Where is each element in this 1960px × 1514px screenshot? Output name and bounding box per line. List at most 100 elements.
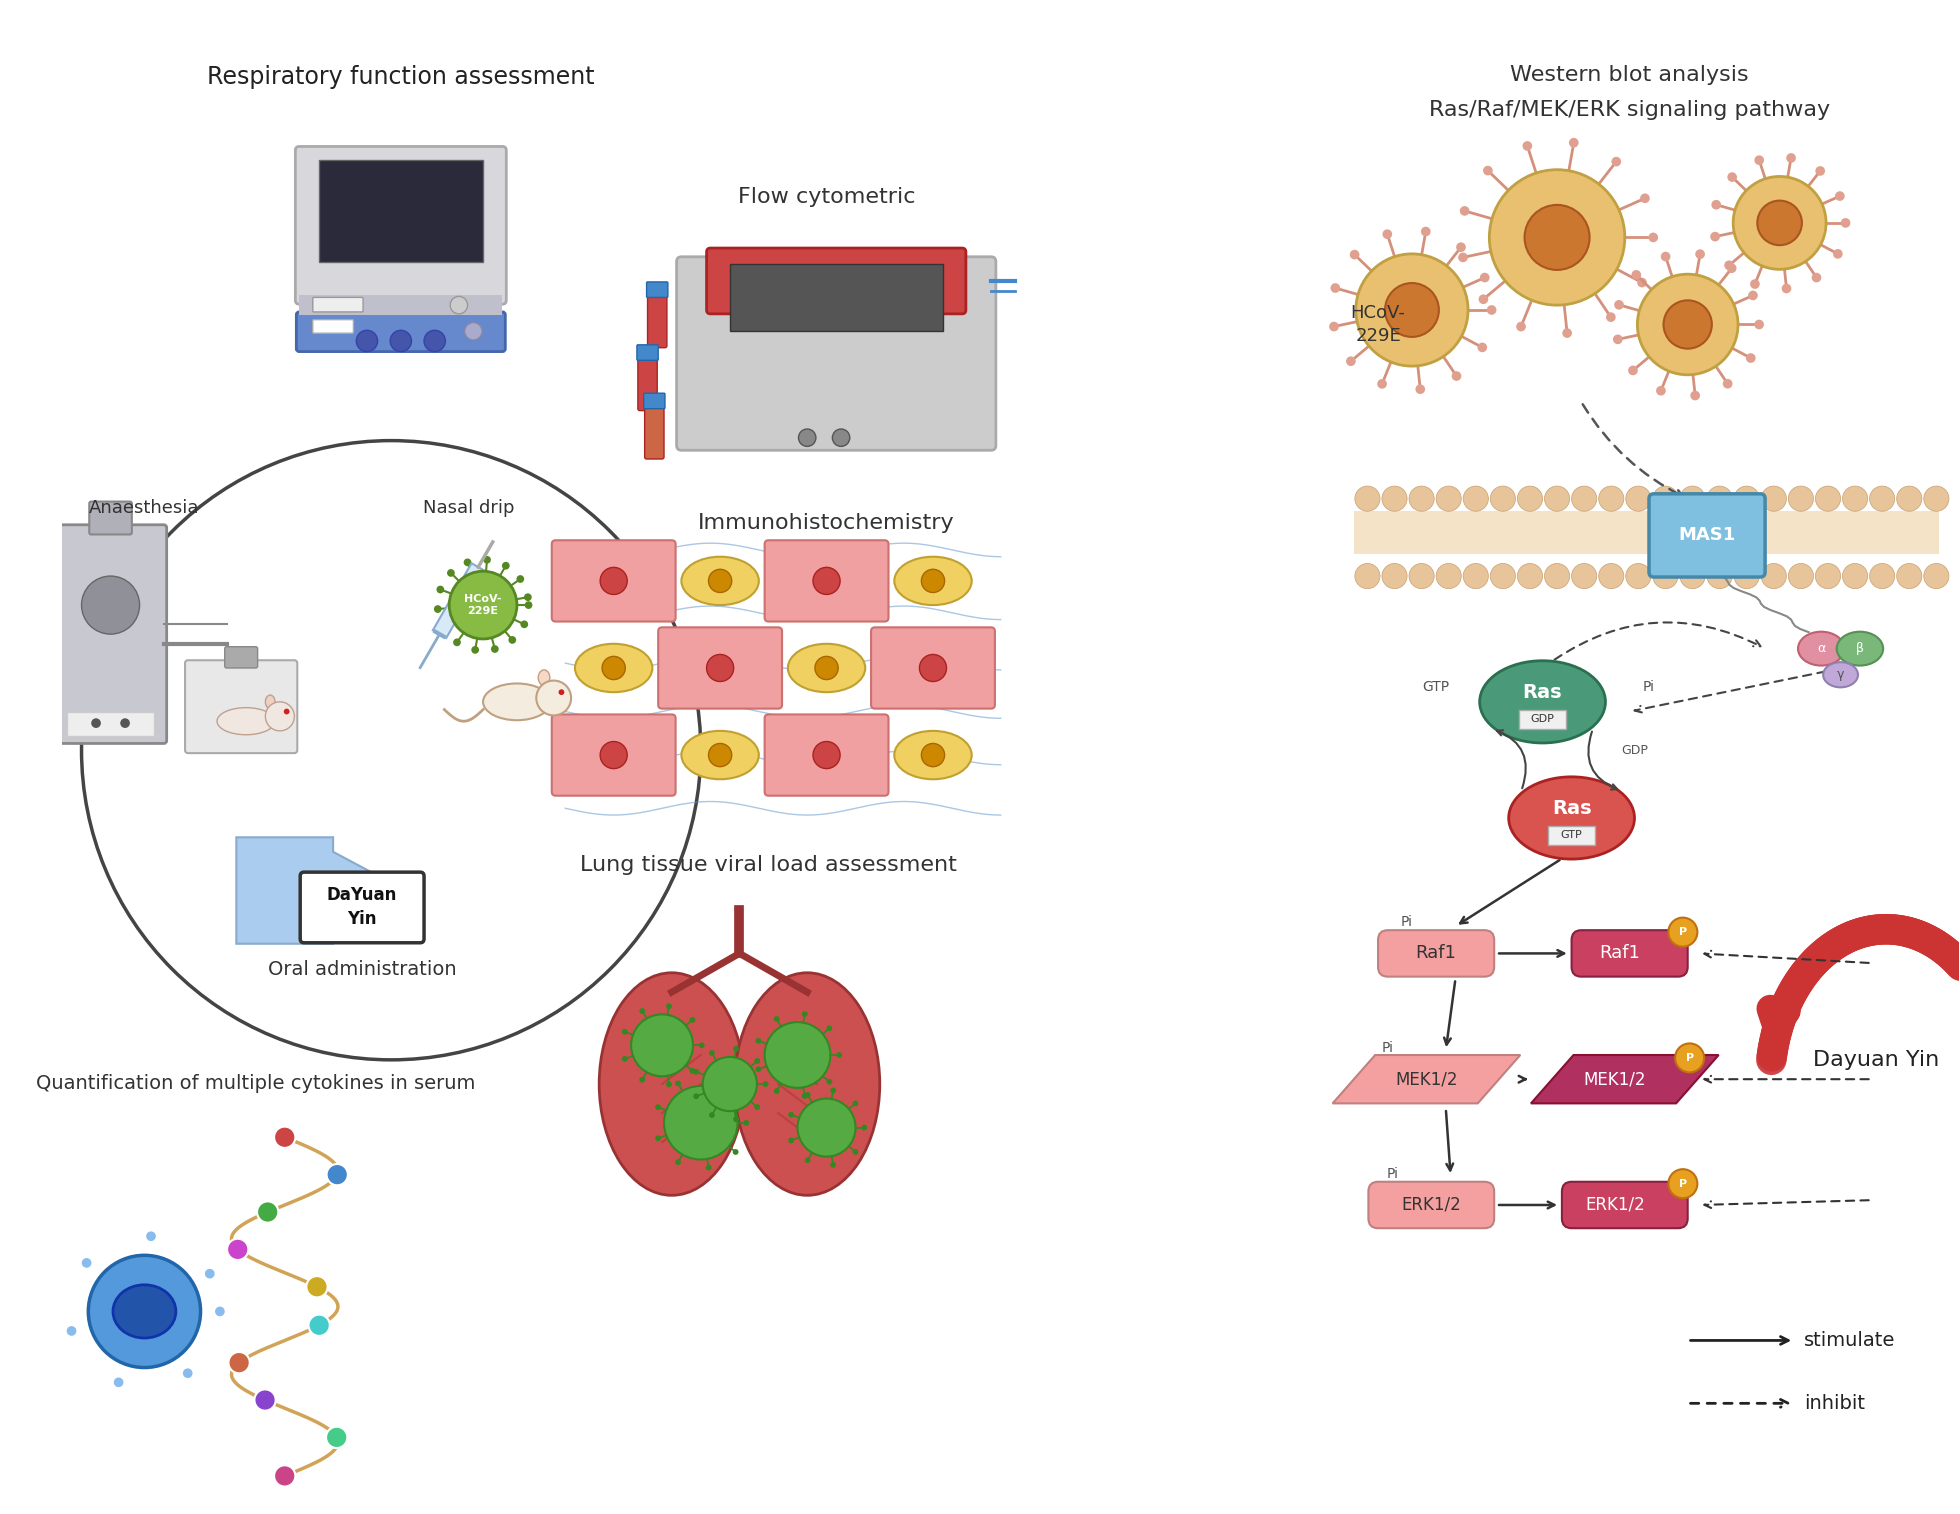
Circle shape	[706, 654, 733, 681]
Circle shape	[655, 1104, 661, 1110]
Circle shape	[82, 1258, 92, 1267]
Circle shape	[1786, 153, 1795, 164]
Circle shape	[274, 1126, 296, 1148]
Circle shape	[704, 1057, 757, 1111]
Circle shape	[1329, 321, 1339, 332]
Circle shape	[439, 624, 447, 631]
Text: α: α	[1817, 642, 1825, 656]
Text: P: P	[1686, 1052, 1693, 1063]
Circle shape	[1409, 563, 1435, 589]
Circle shape	[639, 1076, 645, 1083]
Text: Ras/Raf/MEK/ERK signaling pathway: Ras/Raf/MEK/ERK signaling pathway	[1429, 100, 1831, 120]
FancyBboxPatch shape	[676, 257, 996, 450]
Polygon shape	[433, 563, 484, 637]
Circle shape	[639, 1008, 645, 1014]
Circle shape	[1525, 204, 1590, 269]
Text: Pi: Pi	[1401, 916, 1413, 930]
Circle shape	[743, 1120, 749, 1125]
FancyBboxPatch shape	[1354, 512, 1938, 554]
Circle shape	[1748, 291, 1758, 300]
Text: β: β	[1856, 642, 1864, 656]
Circle shape	[1599, 563, 1623, 589]
Text: MEK1/2: MEK1/2	[1396, 1070, 1458, 1089]
Circle shape	[502, 562, 510, 569]
Text: Nasal drip: Nasal drip	[423, 498, 514, 516]
Circle shape	[1354, 563, 1380, 589]
Circle shape	[1544, 486, 1570, 512]
Circle shape	[1437, 486, 1462, 512]
Circle shape	[1382, 229, 1392, 239]
Ellipse shape	[265, 695, 274, 709]
Circle shape	[1605, 312, 1615, 322]
Text: stimulate: stimulate	[1803, 1331, 1895, 1350]
Circle shape	[1652, 486, 1678, 512]
Polygon shape	[1333, 1055, 1521, 1104]
Circle shape	[1762, 486, 1786, 512]
Circle shape	[631, 1014, 694, 1076]
Text: P: P	[1680, 927, 1688, 937]
Circle shape	[257, 1202, 278, 1223]
Circle shape	[733, 1046, 739, 1052]
Circle shape	[853, 1149, 858, 1155]
Circle shape	[853, 1101, 858, 1107]
FancyBboxPatch shape	[319, 160, 482, 262]
Text: HCoV-
229E: HCoV- 229E	[465, 595, 502, 616]
Circle shape	[1488, 306, 1497, 315]
Circle shape	[1727, 173, 1737, 182]
Circle shape	[1517, 563, 1543, 589]
Circle shape	[470, 646, 478, 654]
Text: inhibit: inhibit	[1803, 1394, 1864, 1413]
Circle shape	[764, 1022, 831, 1089]
Text: MAS1: MAS1	[1678, 527, 1737, 545]
Circle shape	[664, 1086, 737, 1160]
Circle shape	[921, 743, 945, 766]
Circle shape	[433, 606, 441, 613]
Text: Pi: Pi	[1386, 1167, 1399, 1181]
Circle shape	[1676, 1043, 1703, 1072]
Circle shape	[833, 428, 851, 447]
Ellipse shape	[1797, 631, 1844, 666]
Circle shape	[733, 1090, 739, 1096]
Circle shape	[1625, 486, 1650, 512]
Circle shape	[1788, 563, 1813, 589]
Circle shape	[1456, 242, 1466, 251]
Circle shape	[813, 742, 841, 769]
Circle shape	[1870, 486, 1895, 512]
Circle shape	[674, 1160, 680, 1166]
Circle shape	[451, 297, 468, 313]
Circle shape	[1490, 170, 1625, 306]
FancyBboxPatch shape	[647, 291, 666, 348]
FancyBboxPatch shape	[870, 627, 996, 709]
Circle shape	[1572, 563, 1597, 589]
Circle shape	[755, 1104, 760, 1110]
Circle shape	[774, 1016, 780, 1022]
Circle shape	[1625, 563, 1650, 589]
Circle shape	[700, 1043, 706, 1048]
Ellipse shape	[788, 643, 864, 692]
Circle shape	[798, 428, 815, 447]
Circle shape	[1544, 563, 1570, 589]
Circle shape	[206, 1269, 214, 1278]
Circle shape	[327, 1164, 347, 1185]
Text: Pi: Pi	[1382, 1042, 1394, 1055]
Circle shape	[788, 1111, 794, 1117]
Circle shape	[1664, 300, 1711, 348]
Circle shape	[274, 1466, 296, 1487]
Ellipse shape	[682, 731, 759, 780]
Circle shape	[666, 1081, 672, 1087]
Circle shape	[831, 1087, 837, 1093]
Ellipse shape	[1823, 662, 1858, 687]
Circle shape	[708, 743, 731, 766]
Circle shape	[1478, 342, 1488, 353]
Circle shape	[813, 568, 841, 595]
FancyBboxPatch shape	[225, 646, 257, 668]
Text: Raf1: Raf1	[1415, 945, 1456, 963]
FancyBboxPatch shape	[706, 248, 966, 313]
Circle shape	[1629, 365, 1639, 375]
Circle shape	[1415, 385, 1425, 394]
Circle shape	[1870, 563, 1895, 589]
Circle shape	[82, 575, 139, 634]
Circle shape	[559, 689, 564, 695]
Circle shape	[1599, 486, 1623, 512]
Circle shape	[774, 1089, 780, 1095]
